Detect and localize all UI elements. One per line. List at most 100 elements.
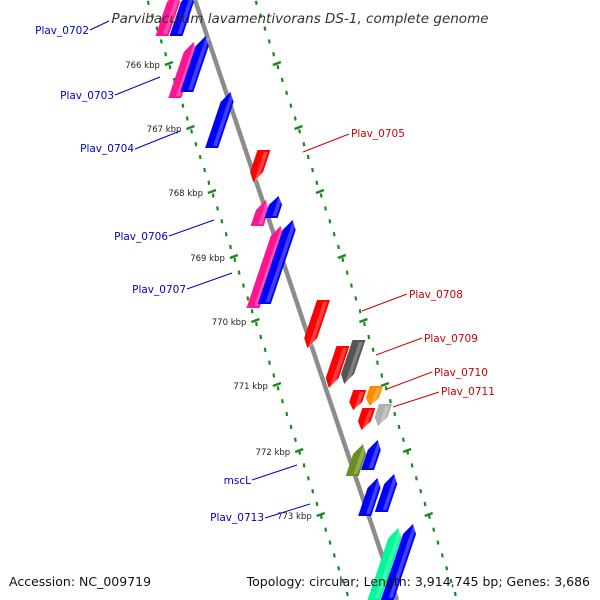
- gene-feature: [155, 0, 181, 36]
- gene-highlight: [163, 0, 181, 34]
- tick-mark-left: [164, 52, 168, 57]
- gene-feature: [169, 0, 195, 36]
- gene-label[interactable]: Plav_0702: [35, 25, 89, 37]
- tick-mark-left: [224, 231, 228, 237]
- gene-arrow: [180, 36, 209, 92]
- tick-mark-right: [410, 463, 414, 468]
- gene-feature: [345, 444, 367, 476]
- tick-mark-left: [159, 39, 163, 44]
- gene-arrow: [380, 524, 417, 600]
- gene-arrow: [345, 444, 367, 476]
- gene-feature: [367, 528, 403, 600]
- major-tick-left: [272, 381, 282, 388]
- tick-mark-left: [250, 309, 254, 314]
- scale-label: 770 kbp: [212, 318, 247, 328]
- tick-mark-left: [311, 488, 315, 494]
- major-tick-right: [315, 188, 325, 195]
- label-leader-line: [302, 133, 350, 153]
- gene-label[interactable]: Plav_0710: [434, 367, 488, 379]
- gene-highlight: [375, 530, 403, 598]
- tick-mark-right: [453, 591, 457, 597]
- label-leader-line: [251, 464, 298, 481]
- tick-mark-left: [280, 399, 284, 404]
- tick-mark-right: [319, 193, 323, 198]
- scale-labels: 766 kbp 767 kbp 768 kbp 769 kbp 770 kbp 771 k…: [125, 61, 311, 522]
- gene-arrow: [374, 474, 398, 512]
- gene-label[interactable]: Plav_0713: [210, 512, 264, 524]
- scale-label: 768 kbp: [168, 189, 203, 199]
- tick-mark-left: [324, 527, 328, 532]
- tick-mark-left: [216, 206, 219, 211]
- gene-arrow: [250, 150, 271, 182]
- gene-label[interactable]: Plav_0706: [114, 231, 168, 243]
- tick-mark-right: [449, 578, 453, 584]
- gene-feature: [380, 524, 417, 600]
- tick-mark-right: [367, 334, 371, 340]
- gene-arrow: [349, 390, 367, 410]
- gene-feature: [304, 300, 330, 348]
- gene-label[interactable]: Plav_0705: [351, 128, 405, 140]
- tick-mark-right: [401, 437, 405, 442]
- tick-mark-left: [263, 347, 267, 352]
- label-leader-line: [386, 371, 433, 390]
- tick-mark-left: [146, 0, 150, 6]
- tick-mark-right: [445, 566, 449, 571]
- gene-feature: [341, 340, 366, 384]
- gene-feature: [358, 478, 382, 516]
- gene-arrow: [257, 220, 296, 304]
- tick-mark-right: [393, 411, 397, 417]
- major-tick-left: [164, 60, 174, 67]
- gene-highlight: [330, 348, 347, 386]
- tick-mark-left: [268, 360, 271, 365]
- gene-highlight: [177, 0, 195, 34]
- tick-mark-left: [237, 270, 241, 275]
- tick-mark-left: [302, 463, 306, 468]
- tick-mark-right: [432, 527, 436, 532]
- major-tick-right: [402, 447, 412, 454]
- gene-arrow: [304, 300, 330, 348]
- gene-label[interactable]: Plav_0711: [441, 386, 495, 398]
- tick-mark-right: [302, 142, 306, 147]
- tick-mark-right: [337, 244, 340, 250]
- tick-mark-left: [345, 591, 349, 597]
- gene-highlight: [212, 94, 235, 146]
- gene-label[interactable]: Plav_0703: [60, 90, 114, 102]
- gene-label[interactable]: Plav_0707: [132, 284, 186, 296]
- tick-mark-right: [280, 77, 284, 83]
- tick-mark-right: [376, 360, 379, 365]
- gene-feature: [374, 474, 398, 512]
- tick-mark-right: [263, 26, 267, 31]
- label-leader-line: [361, 293, 408, 312]
- major-tick-right: [380, 381, 390, 388]
- gene-highlight: [345, 342, 363, 382]
- tick-mark-left: [306, 476, 310, 481]
- tick-mark-left: [332, 553, 336, 558]
- tick-mark-right: [298, 129, 302, 134]
- major-tick-right: [293, 124, 303, 131]
- tick-mark-right: [354, 296, 358, 301]
- gene-feature: [250, 200, 270, 226]
- tick-mark-left: [207, 180, 211, 185]
- tick-mark-right: [358, 309, 362, 314]
- gene-label[interactable]: Plav_0704: [80, 143, 134, 155]
- gene-label[interactable]: mscL: [224, 475, 251, 487]
- tick-mark-right: [440, 553, 444, 558]
- tick-mark-right: [276, 64, 280, 70]
- gene-label[interactable]: Plav_0708: [409, 289, 463, 301]
- tick-mark-left: [151, 13, 155, 18]
- gene-arrow: [367, 528, 402, 600]
- gene-labels: Plav_0702 Plav_0703 Plav_0704 Plav_0706 Plav…: [35, 25, 495, 524]
- tick-mark-left: [194, 142, 198, 147]
- tick-mark-right: [436, 540, 440, 545]
- gene-label[interactable]: Plav_0709: [424, 333, 478, 345]
- gene-arrow: [169, 0, 194, 36]
- gene-feature: [180, 36, 210, 92]
- gene-feature: [205, 92, 235, 148]
- gene-arrow: [250, 200, 269, 226]
- label-leader-line: [375, 337, 423, 356]
- tick-mark-left: [190, 129, 194, 134]
- gene-arrow: [341, 340, 366, 384]
- scale-label: 767 kbp: [147, 125, 182, 135]
- tick-mark-left: [285, 411, 289, 417]
